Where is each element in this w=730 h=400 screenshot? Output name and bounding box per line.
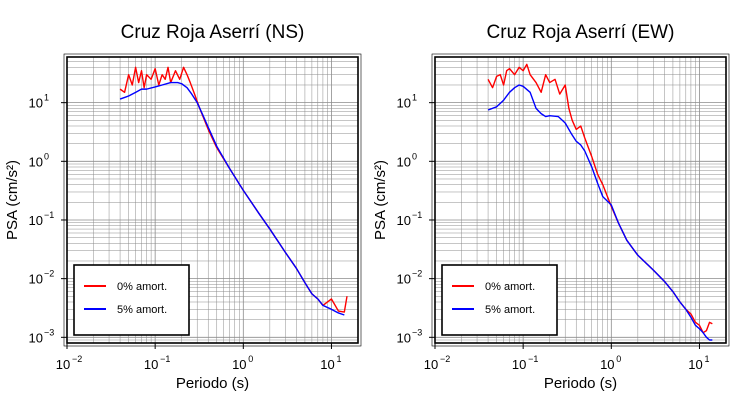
y-tick-label: 10	[397, 213, 411, 228]
y-tick-exponent: −3	[44, 327, 54, 337]
legend: 0% amort. 5% amort.	[73, 264, 190, 336]
x-tick-exponent: 1	[336, 354, 341, 364]
plot-frame-outer	[431, 53, 730, 347]
y-tick-label: 10	[397, 330, 411, 345]
legend-box	[73, 264, 190, 336]
grid	[66, 56, 359, 344]
series-line-amort-5	[119, 81, 345, 316]
x-tick-label: 10	[512, 357, 526, 372]
y-tick-exponent: −1	[412, 210, 422, 220]
y-tick-exponent: 1	[412, 93, 417, 103]
y-tick-label: 10	[29, 213, 43, 228]
legend: 0% amort. 5% amort.	[441, 264, 558, 336]
legend-box	[441, 264, 558, 336]
y-tick-label: 10	[29, 96, 43, 111]
plot-frame	[434, 56, 727, 344]
y-tick-exponent: −2	[44, 269, 54, 279]
y-axis-label: PSA (cm/s²)	[4, 160, 21, 240]
plot-frame	[66, 56, 359, 344]
series-line-amort-5	[487, 84, 713, 341]
grid	[434, 56, 727, 344]
x-tick-label: 10	[56, 357, 70, 372]
y-tick-label: 10	[29, 330, 43, 345]
x-tick-label: 10	[144, 357, 158, 372]
legend-label: 5% amort.	[117, 304, 167, 316]
chart-panel-1: Cruz Roja Aserrí (EW)10 −2 10 −1 10 0 10 110 −31…	[372, 22, 730, 392]
legend-label: 5% amort.	[485, 304, 535, 316]
x-tick-exponent: 0	[248, 354, 253, 364]
x-tick-label: 10	[600, 357, 614, 372]
x-tick-label: 10	[688, 357, 702, 372]
plot-frame-outer	[63, 53, 362, 347]
x-tick-exponent: −2	[72, 354, 82, 364]
y-tick-label: 10	[29, 272, 43, 287]
x-tick-label: 10	[320, 357, 334, 372]
y-tick-exponent: −2	[412, 269, 422, 279]
chart-title: Cruz Roja Aserrí (NS)	[121, 22, 305, 43]
x-tick-exponent: −1	[160, 354, 170, 364]
x-tick-exponent: −2	[440, 354, 450, 364]
y-axis-label: PSA (cm/s²)	[372, 160, 389, 240]
y-tick-label: 10	[397, 154, 411, 169]
chart-title: Cruz Roja Aserrí (EW)	[487, 22, 675, 43]
y-tick-exponent: 0	[412, 151, 417, 161]
y-tick-exponent: 0	[44, 151, 49, 161]
y-tick-exponent: −3	[412, 327, 422, 337]
x-axis-label: Periodo (s)	[544, 375, 617, 392]
x-tick-label: 10	[232, 357, 246, 372]
y-tick-label: 10	[29, 154, 43, 169]
y-tick-exponent: 1	[44, 93, 49, 103]
series-group	[119, 66, 348, 316]
x-tick-exponent: 0	[616, 354, 621, 364]
y-tick-label: 10	[397, 96, 411, 111]
x-tick-exponent: 1	[704, 354, 709, 364]
legend-label: 0% amort.	[485, 281, 535, 293]
x-tick-label: 10	[424, 357, 438, 372]
chart-panel-0: Cruz Roja Aserrí (NS)10 −2 10 −1 10 0 10 110 −31…	[4, 22, 362, 392]
y-tick-label: 10	[397, 272, 411, 287]
legend-label: 0% amort.	[117, 281, 167, 293]
x-axis-label: Periodo (s)	[176, 375, 249, 392]
series-group	[487, 63, 713, 341]
y-tick-exponent: −1	[44, 210, 54, 220]
x-tick-exponent: −1	[528, 354, 538, 364]
